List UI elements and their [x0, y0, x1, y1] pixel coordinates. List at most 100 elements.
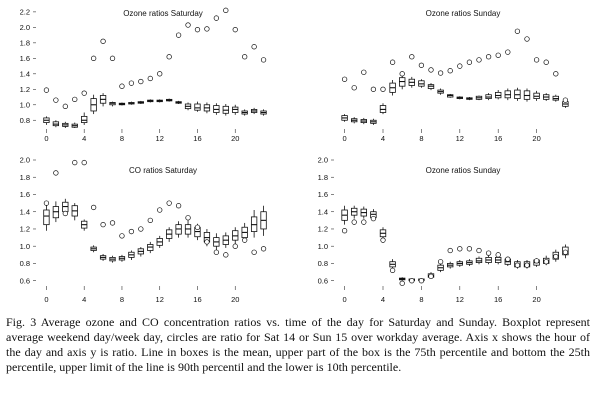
data-point [543, 259, 549, 265]
y-tick-label: 2.0 [20, 156, 30, 165]
data-point [553, 71, 559, 77]
data-point [194, 27, 201, 33]
data-point [428, 67, 434, 73]
data-point [185, 22, 191, 28]
x-tick-label: 8 [419, 134, 423, 143]
data-point [213, 249, 220, 255]
data-point [370, 86, 377, 92]
x-tick-label: 0 [343, 134, 347, 143]
data-point [380, 86, 386, 92]
data-point [437, 70, 444, 76]
data-point [43, 87, 50, 93]
data-point [457, 246, 463, 252]
data-point [53, 97, 59, 103]
data-point [418, 62, 425, 68]
data-point [562, 249, 569, 255]
data-point [242, 54, 248, 60]
data-point [351, 85, 357, 91]
data-point [505, 49, 511, 55]
y-tick-label: 2.0 [318, 156, 328, 165]
data-point [128, 228, 135, 235]
y-tick-label: 1.0 [318, 242, 328, 251]
data-point [232, 27, 238, 33]
data-point [543, 59, 549, 65]
y-tick-label: 1.2 [20, 225, 30, 234]
data-point [251, 44, 257, 50]
x-tick-label: 12 [456, 295, 464, 304]
data-point [128, 80, 135, 86]
y-tick-label: 1.0 [20, 242, 30, 251]
data-point [370, 215, 377, 222]
data-point [100, 222, 106, 228]
data-point [81, 90, 87, 96]
data-point [147, 217, 153, 223]
box [194, 103, 201, 111]
data-point [166, 200, 172, 206]
data-point [72, 159, 78, 166]
data-point [361, 219, 367, 225]
y-tick-label: 0.6 [20, 276, 30, 285]
data-point [204, 239, 210, 245]
data-point [389, 267, 396, 273]
x-tick-label: 4 [381, 134, 385, 143]
x-tick-label: 20 [532, 295, 540, 304]
data-point [533, 57, 540, 63]
y-tick-label: 0.6 [318, 276, 328, 285]
data-point [457, 63, 463, 69]
x-tick-label: 20 [231, 134, 239, 143]
data-point [485, 250, 492, 256]
chart-title: CO ratios Saturday [129, 166, 197, 175]
data-point [447, 247, 453, 254]
data-point [157, 71, 163, 77]
y-tick-label: 2.2 [20, 7, 30, 16]
data-point [72, 96, 78, 103]
data-point [109, 220, 116, 226]
chart-title: Ozone ratios Saturday [123, 9, 203, 18]
data-point [495, 252, 501, 258]
data-point [389, 59, 396, 65]
data-point [447, 68, 453, 74]
box [81, 115, 88, 123]
data-point [223, 252, 229, 258]
data-point [399, 71, 405, 77]
y-tick-label: 0.8 [20, 116, 30, 125]
x-tick-label: 12 [156, 295, 164, 304]
data-point [260, 57, 267, 63]
x-tick-label: 8 [120, 134, 124, 143]
data-point [119, 83, 125, 89]
data-point [138, 78, 144, 85]
data-point [223, 7, 229, 13]
data-point [43, 200, 50, 206]
data-point [361, 69, 367, 75]
chart-title: Ozone ratios Sunday [426, 9, 501, 18]
data-point [351, 219, 357, 225]
data-point [175, 32, 182, 38]
data-point [341, 228, 348, 234]
data-point [409, 54, 415, 60]
figure-caption: Fig. 3 Average ozone and CO concentratio… [6, 315, 590, 374]
x-tick-label: 12 [456, 134, 464, 143]
y-tick-label: 1.4 [318, 207, 328, 216]
data-point [524, 262, 530, 268]
data-point [466, 59, 473, 65]
data-point [62, 103, 68, 109]
data-point [157, 207, 163, 213]
data-point [109, 55, 116, 61]
y-tick-label: 1.8 [318, 173, 328, 182]
x-tick-label: 16 [494, 295, 502, 304]
data-point [505, 256, 511, 262]
data-point [81, 159, 87, 166]
x-tick-label: 8 [419, 295, 423, 304]
y-tick-label: 1.6 [318, 190, 328, 199]
data-point [514, 262, 521, 268]
data-point [380, 237, 386, 243]
data-point [409, 278, 415, 284]
data-point [553, 253, 559, 260]
x-tick-label: 16 [494, 134, 502, 143]
y-tick-label: 2.0 [20, 23, 30, 32]
y-tick-label: 1.8 [20, 38, 30, 47]
data-point [341, 76, 348, 82]
data-point [147, 75, 153, 82]
data-point [100, 38, 106, 44]
x-tick-label: 12 [156, 134, 164, 143]
